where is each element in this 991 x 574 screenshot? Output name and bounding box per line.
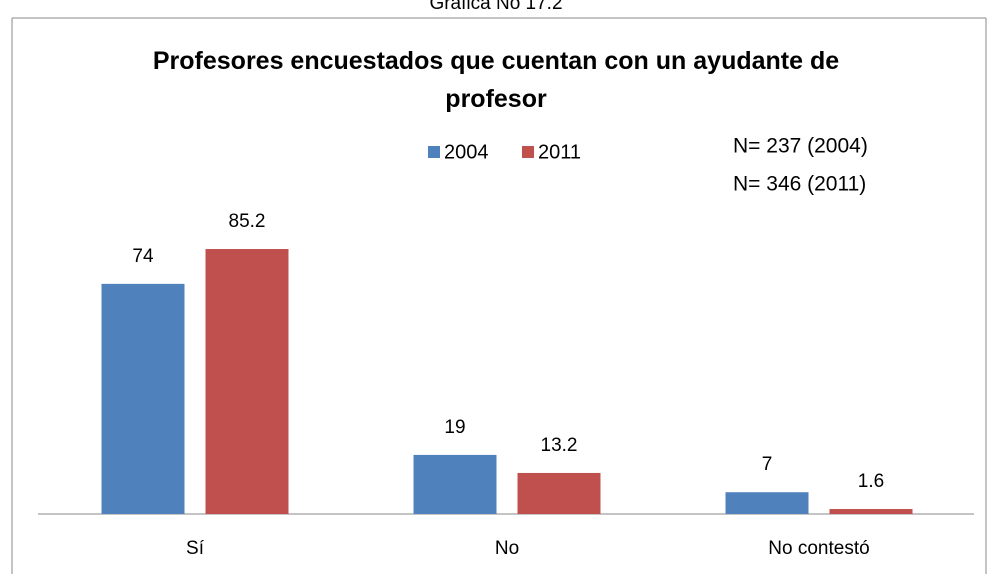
value-label: 19 (444, 417, 465, 438)
bar (413, 454, 497, 514)
value-label: 7 (762, 454, 773, 475)
chart-title: Profesores encuestados que cuentan con u… (152, 47, 840, 113)
bar (205, 249, 289, 514)
bar (725, 492, 809, 514)
bar (829, 509, 913, 514)
legend-swatch (522, 146, 534, 158)
legend-swatch (428, 146, 440, 158)
legend-label: 2004 (444, 141, 489, 163)
value-label: 85.2 (229, 211, 266, 232)
bar (517, 472, 601, 514)
value-label: 13.2 (541, 435, 578, 456)
value-label: 74 (132, 246, 154, 267)
annotation: N= 237 (2004) (733, 135, 868, 158)
caption: Gráfica No 17.2 (429, 0, 562, 14)
value-label: 1.6 (858, 471, 884, 492)
annotation: N= 346 (2011) (733, 173, 866, 196)
x-tick-label: Sí (186, 538, 205, 559)
x-tick-label: No contestó (768, 538, 869, 559)
x-tick-label: No (495, 538, 519, 559)
legend-label: 2011 (538, 141, 581, 163)
bar (101, 283, 185, 514)
